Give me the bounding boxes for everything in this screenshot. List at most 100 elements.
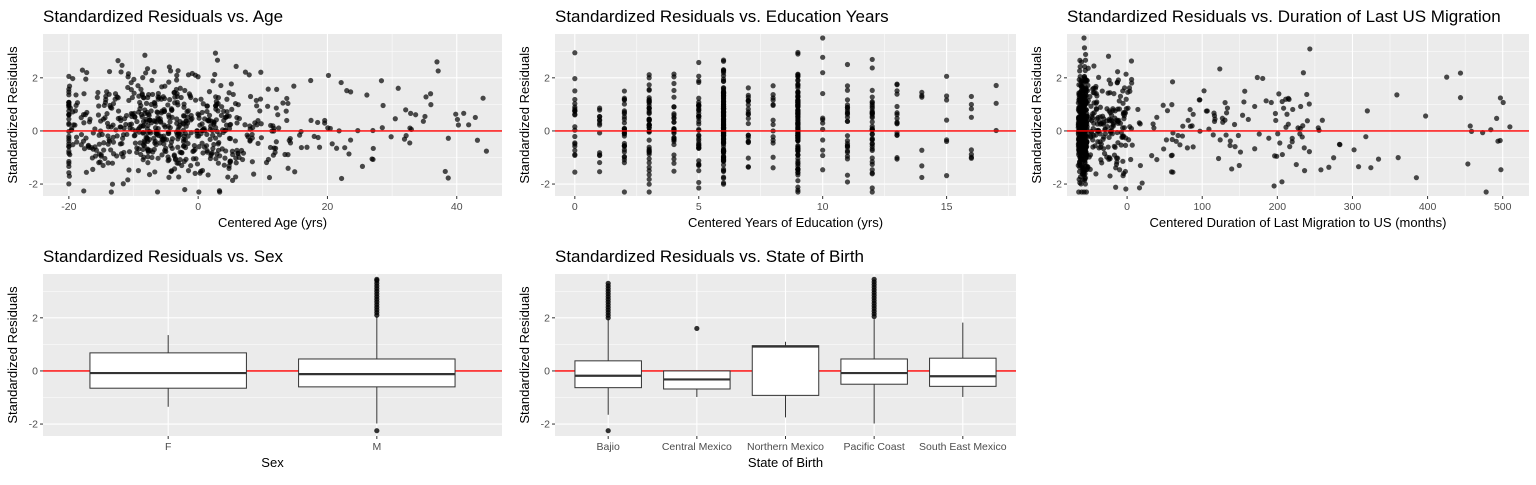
data-point <box>1112 144 1118 150</box>
data-point <box>1217 137 1223 143</box>
data-point <box>135 168 141 174</box>
data-point <box>408 110 414 116</box>
data-point <box>1500 99 1506 106</box>
data-point <box>869 170 875 176</box>
data-point <box>175 144 181 150</box>
data-point <box>572 133 578 140</box>
x-axis-label: Centered Years of Education (yrs) <box>688 215 883 230</box>
data-point <box>146 171 153 178</box>
x-tick-label: 20 <box>322 201 334 213</box>
data-point <box>1277 140 1283 146</box>
data-point <box>745 115 751 122</box>
data-point <box>185 108 191 114</box>
data-point <box>597 159 603 166</box>
data-point <box>206 112 213 118</box>
data-point <box>144 126 150 132</box>
data-point <box>344 88 350 94</box>
data-point <box>175 68 181 74</box>
data-point <box>126 167 132 173</box>
data-point <box>251 171 257 177</box>
data-point <box>145 160 151 166</box>
data-point <box>1091 63 1097 69</box>
data-point <box>1263 98 1269 104</box>
data-point <box>265 86 271 92</box>
data-point <box>149 77 155 83</box>
data-point <box>146 117 152 123</box>
data-point <box>66 141 72 147</box>
data-point <box>81 120 87 126</box>
data-point <box>140 75 146 81</box>
data-point <box>213 94 219 100</box>
data-point <box>204 108 210 115</box>
data-point <box>1494 115 1500 121</box>
box-central-mexico <box>663 325 731 397</box>
data-point <box>1413 175 1419 181</box>
data-point <box>176 160 182 166</box>
data-point <box>245 134 251 140</box>
data-point <box>242 69 249 75</box>
data-point <box>1300 123 1306 129</box>
data-point <box>696 78 702 84</box>
data-point <box>101 140 107 146</box>
data-point <box>1304 91 1310 98</box>
data-point <box>572 88 578 94</box>
data-point <box>1223 110 1230 116</box>
data-point <box>1331 155 1337 161</box>
data-point <box>919 89 925 96</box>
data-point <box>1083 149 1089 155</box>
data-point <box>1284 111 1290 117</box>
data-point <box>257 108 263 114</box>
data-point <box>403 107 409 113</box>
data-point <box>198 96 204 102</box>
data-point <box>820 35 826 41</box>
data-point <box>1242 88 1248 94</box>
data-point <box>182 186 188 193</box>
data-point <box>183 123 189 129</box>
data-point <box>225 174 231 180</box>
data-point <box>844 83 851 89</box>
data-point <box>1115 140 1121 146</box>
data-point <box>1285 95 1291 101</box>
data-point <box>869 104 875 110</box>
data-point <box>1076 127 1083 133</box>
data-point <box>143 70 149 76</box>
data-point <box>1154 156 1160 163</box>
data-point <box>944 93 950 99</box>
data-point <box>211 120 217 126</box>
data-point <box>226 90 232 96</box>
data-point <box>820 54 826 60</box>
data-point <box>1395 155 1401 161</box>
data-point <box>1085 65 1091 71</box>
data-point <box>1101 146 1107 152</box>
data-point <box>445 175 451 181</box>
data-point <box>844 143 851 149</box>
data-point <box>1497 95 1504 101</box>
outlier-point <box>374 276 380 282</box>
data-point <box>166 79 172 85</box>
data-point <box>1081 124 1087 130</box>
data-point <box>210 145 216 152</box>
data-point <box>274 86 280 92</box>
data-point <box>177 131 183 138</box>
data-point <box>621 88 627 94</box>
data-point <box>105 133 111 139</box>
y-tick-label: 2 <box>544 72 550 84</box>
data-point <box>308 77 314 84</box>
data-point <box>325 125 331 131</box>
x-tick-label: South East Mexico <box>919 441 1007 453</box>
data-point <box>1245 116 1251 123</box>
data-point <box>1095 139 1101 145</box>
data-point <box>1168 153 1174 159</box>
data-point <box>795 49 801 56</box>
data-point <box>968 93 974 100</box>
data-point <box>720 162 727 168</box>
data-point <box>125 177 131 183</box>
data-point <box>646 189 652 195</box>
data-point <box>894 103 900 110</box>
data-point <box>108 189 114 195</box>
data-point <box>81 91 87 97</box>
data-point <box>1260 75 1266 82</box>
data-point <box>869 119 875 125</box>
data-point <box>671 104 677 110</box>
data-point <box>66 170 72 176</box>
